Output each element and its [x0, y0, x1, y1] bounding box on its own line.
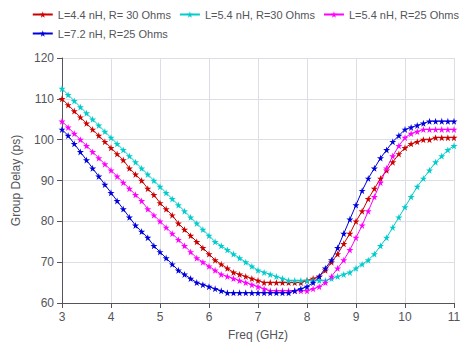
svg-text:4: 4 — [108, 310, 115, 324]
svg-text:90: 90 — [41, 174, 55, 188]
svg-text:80: 80 — [41, 214, 55, 228]
svg-text:L=5.4 nH, R=30 Ohms: L=5.4 nH, R=30 Ohms — [205, 9, 316, 21]
svg-text:3: 3 — [59, 310, 66, 324]
svg-text:70: 70 — [41, 255, 55, 269]
svg-text:6: 6 — [206, 310, 213, 324]
svg-text:7: 7 — [255, 310, 262, 324]
svg-text:11: 11 — [448, 310, 461, 324]
svg-text:100: 100 — [34, 133, 54, 147]
svg-text:110: 110 — [35, 92, 54, 106]
svg-text:L=5.4 nH, R=25 Ohms: L=5.4 nH, R=25 Ohms — [349, 9, 460, 21]
svg-text:9: 9 — [353, 310, 360, 324]
svg-text:120: 120 — [34, 51, 54, 65]
svg-text:Group Delay (ps): Group Delay (ps) — [9, 135, 23, 226]
svg-text:8: 8 — [304, 310, 311, 324]
svg-text:5: 5 — [157, 310, 164, 324]
svg-text:L=4.4 nH, R= 30 Ohms: L=4.4 nH, R= 30 Ohms — [58, 9, 172, 21]
svg-text:10: 10 — [398, 310, 412, 324]
svg-text:Freq (GHz): Freq (GHz) — [228, 328, 288, 342]
svg-text:L=7.2 nH, R=25 Ohms: L=7.2 nH, R=25 Ohms — [58, 28, 169, 40]
svg-text:60: 60 — [41, 296, 55, 310]
